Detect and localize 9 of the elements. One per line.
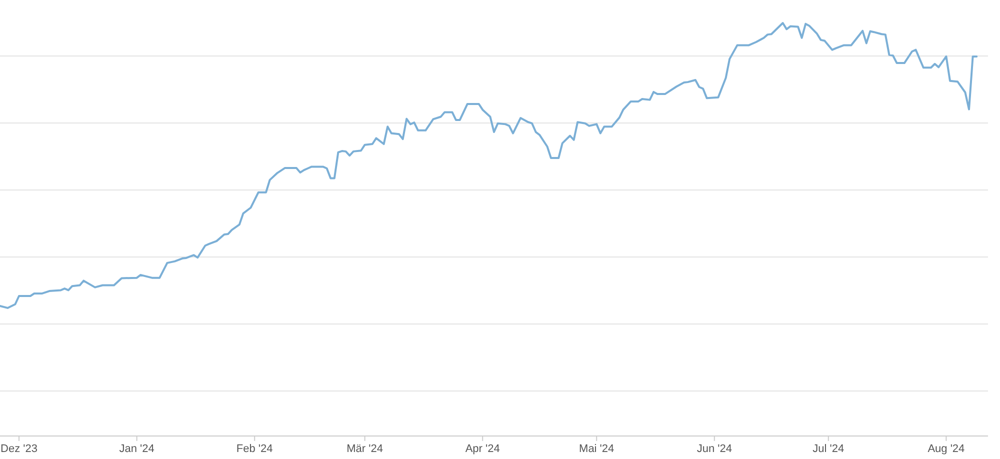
x-tick-label: Jun '24 — [696, 443, 732, 455]
x-tick-label: Feb '24 — [236, 443, 273, 455]
x-tick-label: Jan '24 — [119, 443, 154, 455]
x-tick-label: Apr '24 — [465, 443, 500, 455]
x-tick-label: Jul '24 — [812, 443, 844, 455]
x-tick-label: Aug '24 — [928, 443, 965, 455]
x-tick-label: Mär '24 — [346, 443, 383, 455]
x-tick-label: Dez '23 — [0, 443, 38, 455]
x-tick-label: Mai '24 — [579, 443, 614, 455]
